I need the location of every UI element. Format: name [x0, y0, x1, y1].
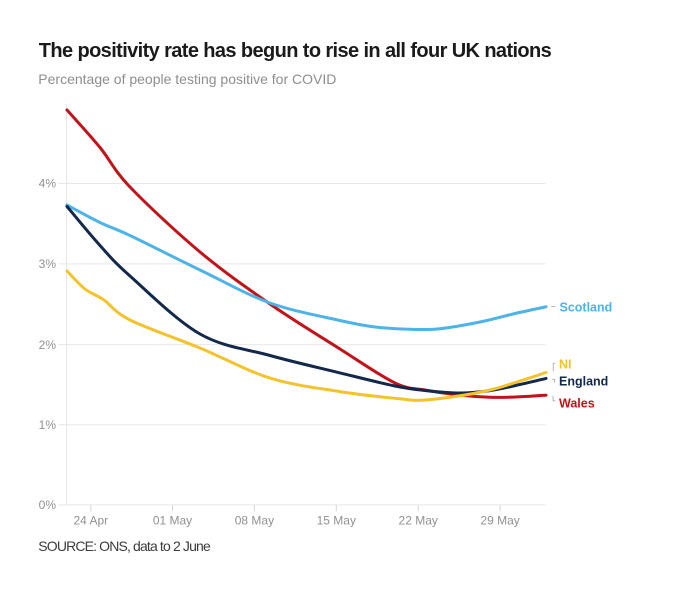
- svg-text:29 May: 29 May: [480, 514, 519, 528]
- svg-text:2%: 2%: [39, 338, 57, 352]
- svg-text:15 May: 15 May: [317, 514, 356, 528]
- svg-text:Scotland: Scotland: [560, 301, 613, 315]
- svg-text:01 May: 01 May: [153, 514, 192, 528]
- svg-text:08 May: 08 May: [235, 514, 274, 528]
- svg-text:Wales: Wales: [559, 396, 595, 410]
- svg-text:4%: 4%: [39, 177, 57, 191]
- svg-text:3%: 3%: [39, 257, 57, 271]
- svg-text:22 May: 22 May: [399, 514, 438, 528]
- svg-text:1%: 1%: [39, 418, 57, 432]
- svg-text:0%: 0%: [39, 498, 57, 512]
- svg-text:24 Apr: 24 Apr: [73, 514, 108, 528]
- svg-text:England: England: [559, 374, 608, 388]
- svg-text:NI: NI: [559, 358, 572, 372]
